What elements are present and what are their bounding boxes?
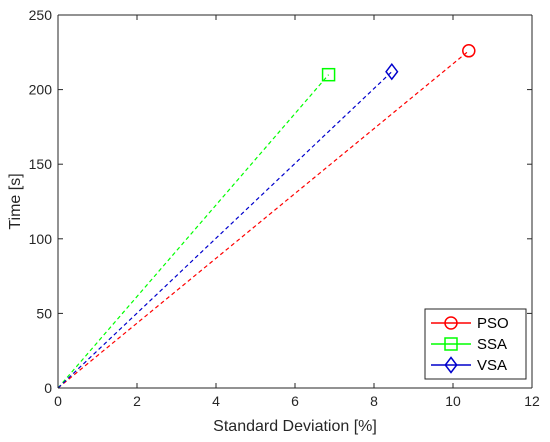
- x-axis-title: Standard Deviation [%]: [213, 418, 377, 435]
- series-ssa: [57, 67, 336, 389]
- series-vsa: [57, 62, 399, 389]
- x-tick-label: 0: [54, 393, 62, 409]
- series-layer: [57, 44, 476, 389]
- data-point-vsa: [385, 62, 399, 81]
- x-tick-label: 2: [133, 393, 141, 409]
- y-tick-label: 0: [44, 380, 52, 396]
- x-tick-label: 10: [445, 393, 461, 409]
- legend-marker-vsa: [444, 356, 458, 374]
- data-point-ssa: [321, 67, 336, 82]
- axes-layer: 0 2 4 6 8 10 12 0 50 100 150 200 250: [29, 7, 540, 409]
- series-pso: [57, 44, 476, 389]
- legend-marker-ssa: [444, 337, 458, 351]
- data-point-pso: [462, 44, 476, 58]
- y-tick-label: 50: [36, 305, 52, 321]
- y-tick-label: 150: [29, 156, 53, 172]
- legend: PSO SSA VSA: [424, 308, 527, 380]
- legend-label-pso: PSO: [477, 315, 509, 332]
- series-line-ssa: [57, 74, 330, 389]
- x-tick-label: 4: [212, 393, 220, 409]
- y-axis-title: Time [s]: [7, 173, 24, 229]
- legend-label-vsa: VSA: [477, 357, 507, 374]
- series-line-pso: [57, 50, 470, 389]
- x-tick-label: 8: [370, 393, 378, 409]
- x-tick-label: 6: [291, 393, 299, 409]
- y-tick-label: 100: [29, 231, 53, 247]
- legend-label-ssa: SSA: [477, 336, 507, 353]
- y-tick-label: 200: [29, 82, 53, 98]
- legend-marker-pso: [444, 316, 458, 330]
- y-tick-label: 250: [29, 7, 53, 23]
- x-tick-label: 12: [524, 393, 540, 409]
